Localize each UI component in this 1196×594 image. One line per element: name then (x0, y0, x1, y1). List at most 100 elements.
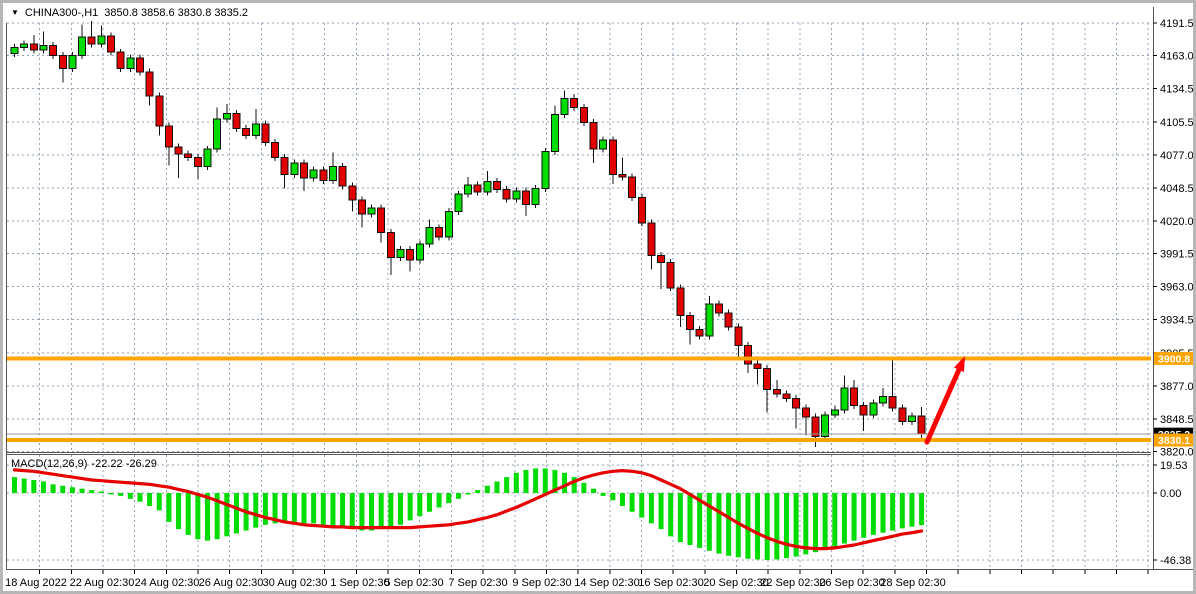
candle (10, 44, 19, 57)
candle (550, 105, 559, 155)
price-tick-label: 3877.0 (1160, 381, 1194, 393)
macd-bar (398, 493, 403, 525)
candle-body-bear (193, 156, 202, 168)
candle-body-bull (879, 395, 887, 404)
candle (116, 48, 125, 72)
candle-body-bear (850, 387, 859, 407)
macd-tick-label: 19.53 (1160, 460, 1188, 472)
macd-bar (21, 478, 27, 493)
candle-body-bear (87, 36, 96, 45)
candle (444, 208, 453, 241)
candle-body-bull (328, 166, 337, 181)
macd-bar (436, 493, 442, 508)
symbol-dropdown-icon[interactable]: ▼ (11, 8, 19, 17)
macd-bar (272, 493, 278, 524)
candle-body-bull (907, 415, 916, 423)
macd-bar (764, 493, 770, 560)
price-tag[interactable]: 3830.1 (1154, 433, 1196, 448)
macd-bar (803, 493, 809, 555)
candle (454, 190, 463, 216)
candle (898, 404, 907, 426)
candle-body-bear (743, 344, 752, 365)
macd-bar (533, 468, 539, 493)
macd-bar (542, 468, 548, 493)
candle-body-bear (811, 416, 820, 438)
candle-body-bear (792, 398, 801, 409)
candle-body-bear (377, 207, 386, 233)
candle (338, 163, 347, 190)
macd-bar (774, 493, 780, 560)
candle (357, 196, 366, 228)
candle (657, 251, 666, 289)
candle (628, 173, 637, 202)
macd-bar (417, 493, 423, 517)
candle-body-bear (579, 107, 588, 124)
price-tick-label: 4191.5 (1160, 18, 1194, 30)
candle-body-bear (116, 51, 125, 69)
candle (145, 68, 154, 106)
macd-bar (262, 493, 268, 525)
candle-body-bull (541, 151, 550, 189)
candle-body-bear (357, 199, 366, 215)
price-tag-bg (1154, 351, 1193, 365)
macd-tick-label: -46.38 (1160, 555, 1191, 567)
macd-bar (523, 469, 529, 493)
price-tag[interactable]: 3900.8 (1154, 351, 1196, 366)
candle (126, 54, 135, 72)
macd-bar (880, 493, 886, 533)
macd-bar (706, 493, 712, 551)
macd-bar (658, 493, 664, 530)
candle (29, 34, 38, 54)
macd-bar (870, 493, 876, 535)
candle (435, 224, 444, 241)
macd-bar (282, 493, 288, 522)
trading-chart[interactable]: 4191.5 4163.0 4134.5 4105.5 4077.0 4048.5 4020… (3, 3, 1196, 594)
macd-bar (571, 477, 577, 493)
candle-body-bull (290, 162, 299, 176)
trend-arrow[interactable] (924, 356, 965, 445)
macd-bar (494, 481, 500, 493)
candle (686, 312, 694, 345)
time-tick-label: 22 Aug 02:30 (70, 577, 135, 589)
macd-bar (31, 480, 37, 493)
macd-bar (330, 493, 336, 527)
macd-bar (639, 493, 645, 518)
candle (367, 204, 376, 218)
macd-bar (504, 477, 510, 493)
price-tick-label: 3963.0 (1160, 282, 1194, 294)
candle-body-bear (618, 174, 627, 178)
macd-bar (841, 493, 847, 544)
macd-bar (176, 493, 182, 530)
time-tick-label: 9 Sep 02:30 (512, 577, 571, 589)
candle (859, 402, 868, 431)
candle-body-bear (319, 169, 328, 181)
candle-body-bull (78, 36, 87, 57)
macd-bar (388, 493, 394, 528)
price-tick-label: 4134.5 (1160, 84, 1194, 96)
candle-body-bear (724, 312, 733, 328)
candle-body-bear (898, 407, 907, 423)
candle-body-bear (859, 405, 868, 416)
time-tick-label: 16 Sep 02:30 (638, 577, 703, 589)
price-axis[interactable]: 4191.5 4163.0 4134.5 4105.5 4077.0 4048.5 4020… (1153, 18, 1194, 567)
time-axis[interactable]: 18 Aug 2022 22 Aug 02:30 24 Aug 02:30 26 Au… (5, 570, 1149, 589)
candle (271, 138, 280, 161)
candle-body-bear (184, 153, 193, 158)
candle-body-bear (386, 231, 395, 259)
candle-body-bear (348, 185, 357, 201)
candle (792, 395, 801, 429)
candle-body-bull (68, 55, 77, 69)
macd-bar (137, 493, 143, 502)
macd-bar (40, 481, 46, 493)
candle (251, 108, 260, 139)
macd-bar (735, 493, 741, 558)
macd-bar (784, 493, 789, 558)
macd-bar (890, 493, 896, 531)
candle-body-bear (734, 326, 743, 346)
time-tick-label: 5 Sep 02:30 (384, 577, 443, 589)
macd-bar (195, 493, 201, 540)
time-tick-label: 14 Sep 02:30 (574, 577, 639, 589)
macd-bar (118, 493, 124, 496)
macd-bar (98, 491, 104, 493)
